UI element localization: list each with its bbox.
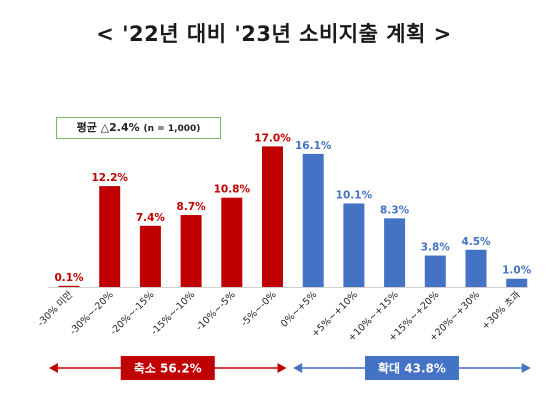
bar-value-label: 8.7% [177,201,207,213]
group-total-box [364,356,459,380]
group-arrow-head-left [293,363,303,373]
group-total-box [120,356,215,380]
group-arrow-head-right [277,363,287,373]
average-value: △2.4% [100,121,140,134]
group-arrow-head-left [49,363,58,373]
bar [465,249,487,287]
x-tick-label: -30% 미만 [35,289,75,329]
x-tick-label: 0%~+5% [279,289,319,329]
bar-value-label: 12.2% [91,172,128,184]
x-tick-label: +30% 초과 [480,289,523,332]
group-arrows-layer: 축소 56.2% 확대 43.8% [49,356,531,380]
bar [302,153,324,287]
tick-labels-layer: -30% 미만-30%~-20%-20%~-15%-15%~-10%-10%~-… [35,289,523,344]
bar-value-label: 10.1% [336,189,373,201]
value-labels-layer: 0.1% 12.2% 7.4% 8.7% 10.8% 17.0% 16.1% 10.1% 8.3… [54,132,531,283]
bar-value-label: 7.4% [136,212,166,224]
bar-value-label: 10.8% [214,184,251,196]
bar [180,215,202,287]
x-tick-label: -10%~-5% [194,289,238,333]
group-total-label: 확대 43.8% [378,361,446,376]
bar [221,197,243,287]
chart-title: < '22년 대비 '23년 소비지출 계획 > [96,22,452,46]
bars-layer [58,146,528,287]
bar-value-label: 3.8% [421,242,451,254]
bar [58,285,80,287]
group-arrow-head-right [521,363,531,373]
average-label: 평균 [76,121,97,134]
group-total-label: 축소 56.2% [134,361,202,376]
bar [424,255,446,287]
sample-size: (n = 1,000) [143,124,201,134]
average-box: 평균 △2.4% (n = 1,000) [56,117,221,139]
bar-value-label: 8.3% [380,204,410,216]
bar-value-label: 16.1% [295,140,332,152]
bar [384,218,406,287]
bar [343,203,365,287]
x-tick-label: -5%~-0% [239,289,279,329]
bar-value-label: 0.1% [54,272,84,284]
bar-value-label: 4.5% [461,236,491,248]
bar-value-label: 1.0% [502,265,532,277]
bar-value-label: 17.0% [254,132,291,144]
bar [506,278,528,287]
x-tick-label: -15%~-10% [149,289,197,337]
bar [262,146,283,287]
bar [99,186,121,287]
bar [139,225,161,287]
